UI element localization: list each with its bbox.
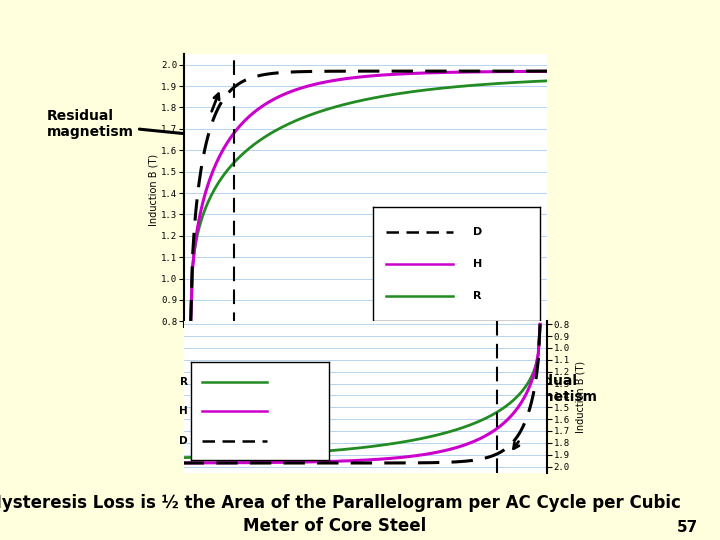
Text: 57: 57 xyxy=(677,519,698,535)
Text: Residual
magnetism: Residual magnetism xyxy=(47,109,218,139)
Text: Hysteresis Loss is ½ the Area of the Parallelogram per AC Cycle per Cubic: Hysteresis Loss is ½ the Area of the Par… xyxy=(0,494,681,512)
Text: Residual
magnetism: Residual magnetism xyxy=(453,374,598,404)
Text: Meter of Core Steel: Meter of Core Steel xyxy=(243,517,426,535)
Y-axis label: Induction B (T): Induction B (T) xyxy=(148,154,158,226)
Y-axis label: Induction B (T): Induction B (T) xyxy=(575,361,585,433)
